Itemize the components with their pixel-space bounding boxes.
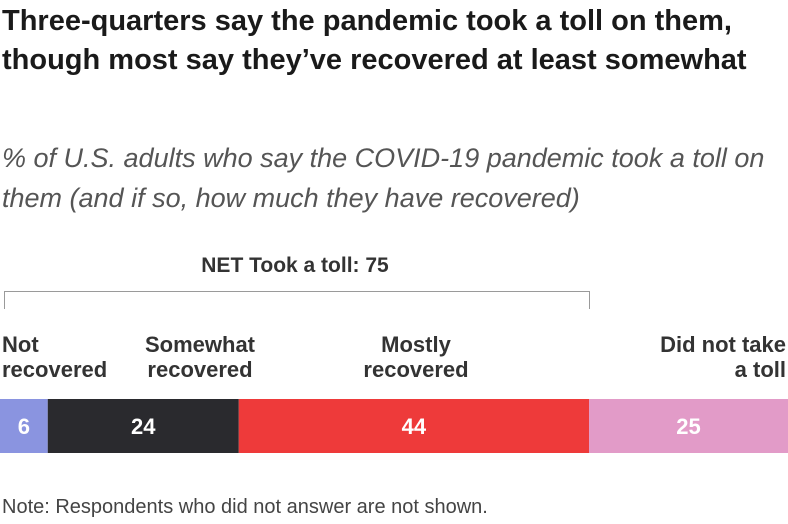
label-mostly-recovered: Mostly recovered	[363, 332, 469, 382]
chart-title: Three-quarters say the pandemic took a t…	[2, 5, 747, 76]
bar-segment-somewhat-recovered	[47, 399, 239, 453]
data-label-did-not-take-toll: 25	[676, 414, 700, 439]
net-bracket-label: NET Took a toll: 75	[201, 254, 389, 277]
bar-segment-mostly-recovered	[238, 399, 590, 453]
chart-subtitle: % of U.S. adults who say the COVID-19 pa…	[2, 143, 765, 213]
label-not-recovered: Not recovered	[2, 332, 108, 382]
data-label-somewhat-recovered: 24	[131, 414, 156, 439]
label-somewhat-recovered: Somewhat recovered	[144, 332, 256, 382]
bar-segment-not-recovered	[0, 399, 48, 453]
bar-segment-did-not-take-toll	[589, 399, 788, 453]
label-did-not-take-toll: Did not take a toll	[660, 332, 786, 382]
data-label-mostly-recovered: 44	[402, 414, 427, 439]
chart-note: Note: Respondents who did not answer are…	[2, 496, 488, 518]
data-label-not-recovered: 6	[18, 414, 30, 439]
net-bracket	[4, 291, 590, 309]
stacked-bar-chart: 6 24 44 25	[0, 399, 788, 453]
